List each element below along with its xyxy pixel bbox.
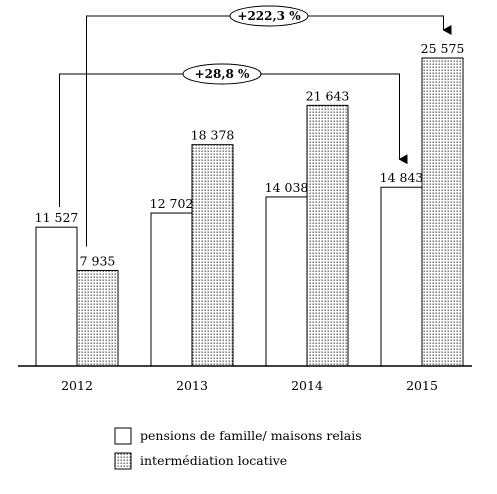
bar-intermediation-2014 [306,104,349,367]
annotation-label: +28,8 % [195,67,250,81]
x-tick-label: 2013 [176,378,208,393]
value-label: 14 038 [265,180,309,195]
bar-intermediation-2012 [76,269,119,367]
value-label: 25 575 [421,41,465,56]
bar-pensions-2012 [35,226,78,367]
bar-intermediation-2015 [421,57,464,367]
bar-intermediation-2013 [191,144,234,367]
value-label: 21 643 [306,88,350,103]
legend-swatch [114,452,132,470]
legend-swatch [114,427,132,445]
x-axis: 2012 2013 2014 2015 [18,365,472,393]
value-label: 7 935 [80,253,116,268]
legend-label: intermédiation locative [140,453,287,468]
bars-layer [35,57,464,367]
bar-pensions-2015 [380,186,423,367]
value-labels-layer: 11 527 12 702 14 038 14 843 7 935 18 378 21 64… [35,41,465,268]
bar-pensions-2014 [265,196,308,367]
value-label: 12 702 [150,196,194,211]
annotation-label: +222,3 % [237,9,301,23]
value-label: 11 527 [35,210,79,225]
annotation-callout [182,63,262,85]
annotation-callout [229,5,309,27]
x-tick-label: 2014 [291,378,323,393]
legend-label: pensions de famille/ maisons relais [140,428,362,443]
value-label: 14 843 [380,170,424,185]
x-tick-label: 2015 [406,378,438,393]
bar-pensions-2013 [150,212,193,367]
legend: pensions de famille/ maisons relais inter… [114,427,362,470]
x-tick-label: 2012 [61,378,93,393]
annotations-layer: +222,3 % +28,8 % [59,5,452,247]
value-label: 18 378 [191,128,235,143]
